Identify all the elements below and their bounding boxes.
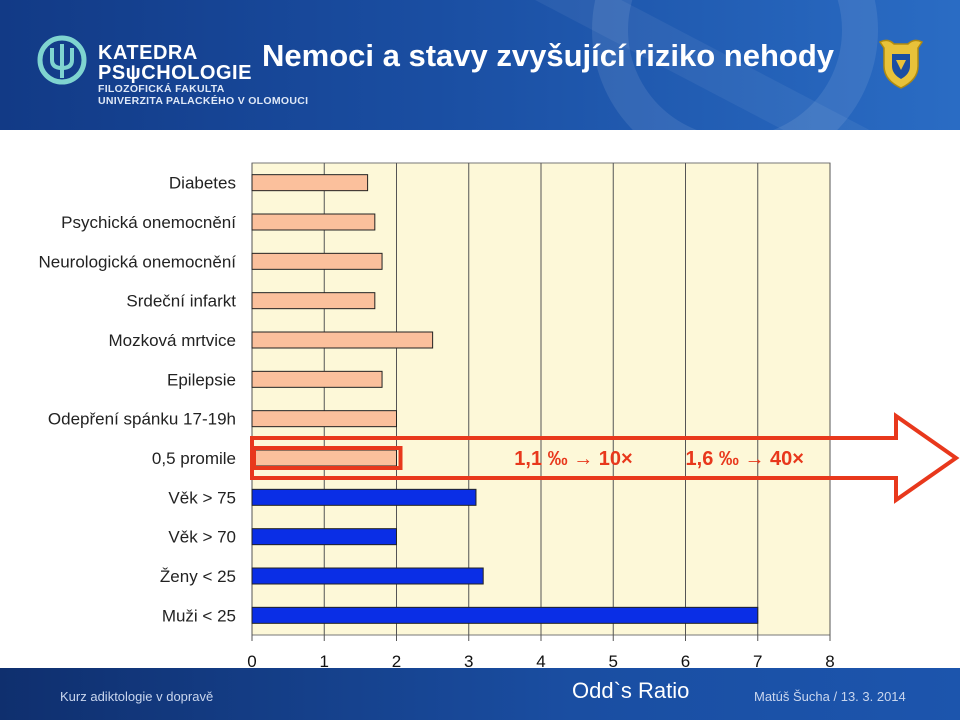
category-label-5: Epilepsie [167,370,236,389]
bar-6 [251,410,397,428]
footer-course: Kurz adiktologie v dopravě [60,689,214,704]
decorative-ring-icon [535,0,878,130]
footer-bar: Kurz adiktologie v dopravě Matúš Šucha /… [0,668,960,720]
psi-icon [37,35,87,85]
bar-10 [251,567,484,585]
category-labels: Diabetes Psychická onemocnění Neurologická… [38,174,236,626]
category-label-2: Neurologická onemocnění [38,252,236,271]
bar-3 [251,292,376,310]
bar-chart: Diabetes Psychická onemocnění Neurologická… [38,162,960,668]
grid-lines [251,163,831,641]
footer-author-date: Matúš Šucha / 13. 3. 2014 [754,689,906,704]
tick-label-3: 3 [464,652,473,668]
university-crest-icon [878,39,924,89]
tick-label-7: 7 [753,652,762,668]
category-label-3: Srdeční infarkt [126,292,236,311]
tick-label-6: 6 [681,652,690,668]
annotation-1: 1,6 ‰ → 40× [686,448,804,470]
tick-label-8: 8 [825,652,834,668]
bar-1 [251,213,376,231]
category-label-10: Ženy < 25 [160,567,236,586]
tick-label-1: 1 [320,652,329,668]
bar-7 [251,449,397,467]
logo-line-katedra: KATEDRA [98,42,198,64]
category-label-7: 0,5 promile [152,449,236,468]
category-label-6: Odepření spánku 17-19h [48,410,236,429]
category-label-4: Mozková mrtvice [108,331,236,350]
bar-0 [251,174,369,192]
page-title: Nemoci a stavy zvyšující riziko nehody [262,38,835,73]
category-label-1: Psychická onemocnění [61,213,236,232]
annotation-arrow-icon-1: → [744,448,764,470]
annotation-arrow-icon-0: → [573,448,593,470]
annotation-0: 1,1 ‰ → 10× [514,448,632,470]
annotation-factor-0: 10× [593,448,632,470]
x-axis-label: Odd`s Ratio [572,678,690,703]
annotation-factor-1: 40× [764,448,803,470]
logo-line-university: UNIVERZITA PALACKÉHO V OLOMOUCI [98,95,309,107]
bar-8 [251,488,477,506]
tick-label-4: 4 [536,652,545,668]
annotation-value-0: 1,1 ‰ [514,448,573,470]
annotation-value-1: 1,6 ‰ [686,448,745,470]
annotations: 1,1 ‰ → 10× 1,6 ‰ → 40× [514,448,804,470]
category-label-0: Diabetes [169,174,236,193]
category-label-8: Věk > 75 [168,488,236,507]
highlight-group [250,412,960,504]
tick-label-2: 2 [392,652,401,668]
logo-line-faculty: FILOZOFICKÁ FAKULTA [98,83,225,95]
logo-line-psychologie: PSψCHOLOGIE [98,62,252,84]
bar-9 [251,528,397,546]
category-label-11: Muži < 25 [162,606,236,625]
tick-label-5: 5 [609,652,618,668]
bar-5 [251,370,383,388]
bars [251,174,759,624]
category-label-9: Věk > 70 [168,528,236,547]
highlight-arrow [250,412,960,504]
bar-11 [251,606,759,624]
tick-label-0: 0 [247,652,256,668]
x-tick-labels: 0 1 2 3 4 5 6 7 8 [247,652,834,668]
header-banner: KATEDRA PSψCHOLOGIE FILOZOFICKÁ FAKULTA … [0,0,960,130]
bar-2 [251,252,383,270]
bar-4 [251,331,434,349]
